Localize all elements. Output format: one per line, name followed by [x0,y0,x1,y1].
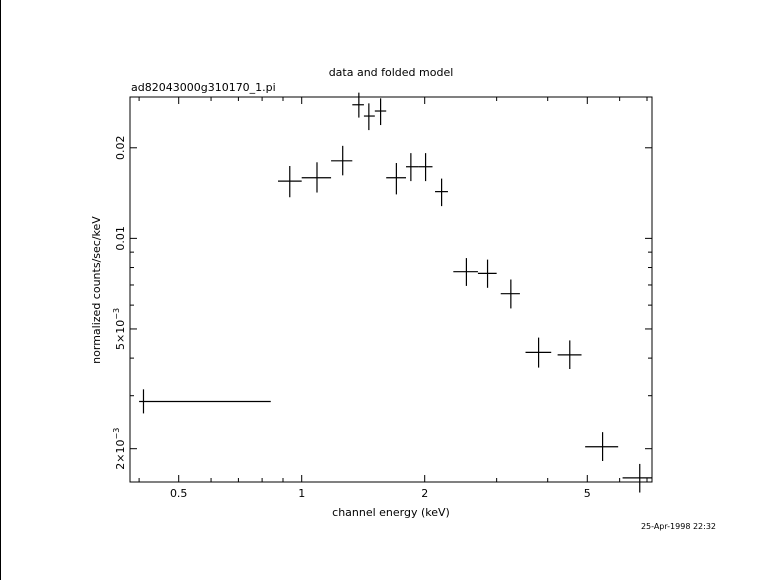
data-points [139,92,652,493]
chart-title: data and folded model [329,66,454,79]
y-tick-label: 0.02 [114,136,127,161]
data-point [363,103,375,131]
data-point [374,98,387,126]
data-point [139,389,271,414]
data-point [386,163,407,195]
timestamp: 25-Apr-1998 22:32 [641,522,716,531]
data-point [500,279,520,309]
data-point [418,153,433,182]
data-point [622,463,652,493]
y-tick-label: 0.01 [114,226,127,251]
x-tick-label: 1 [298,487,305,500]
data-point [331,145,353,176]
axis-tick-labels: 0.5 1 2 5 2×10−3 5×10−3 0.01 0.02 [112,136,591,500]
data-point [477,259,497,288]
data-point [352,92,364,118]
data-point [435,178,448,207]
data-point [525,337,552,368]
x-tick-label: 5 [584,487,591,500]
y-axis-label: normalized counts/sec/keV [90,216,103,364]
left-edge-rule [0,0,1,580]
y-tick-label: 2×10−3 [112,428,127,470]
axis-ticks [130,97,652,482]
x-tick-label: 0.5 [170,487,188,500]
data-point [278,165,302,198]
data-point [585,432,619,462]
data-point [453,258,478,286]
chart-subtitle: ad82043000g310170_1.pi [131,81,276,94]
x-axis-label: channel energy (keV) [332,506,450,519]
data-point [301,162,332,193]
data-point [406,153,419,182]
data-point [557,340,582,370]
y-tick-label: 5×10−3 [112,308,127,350]
x-tick-label: 2 [421,487,428,500]
plot-frame [129,96,653,483]
